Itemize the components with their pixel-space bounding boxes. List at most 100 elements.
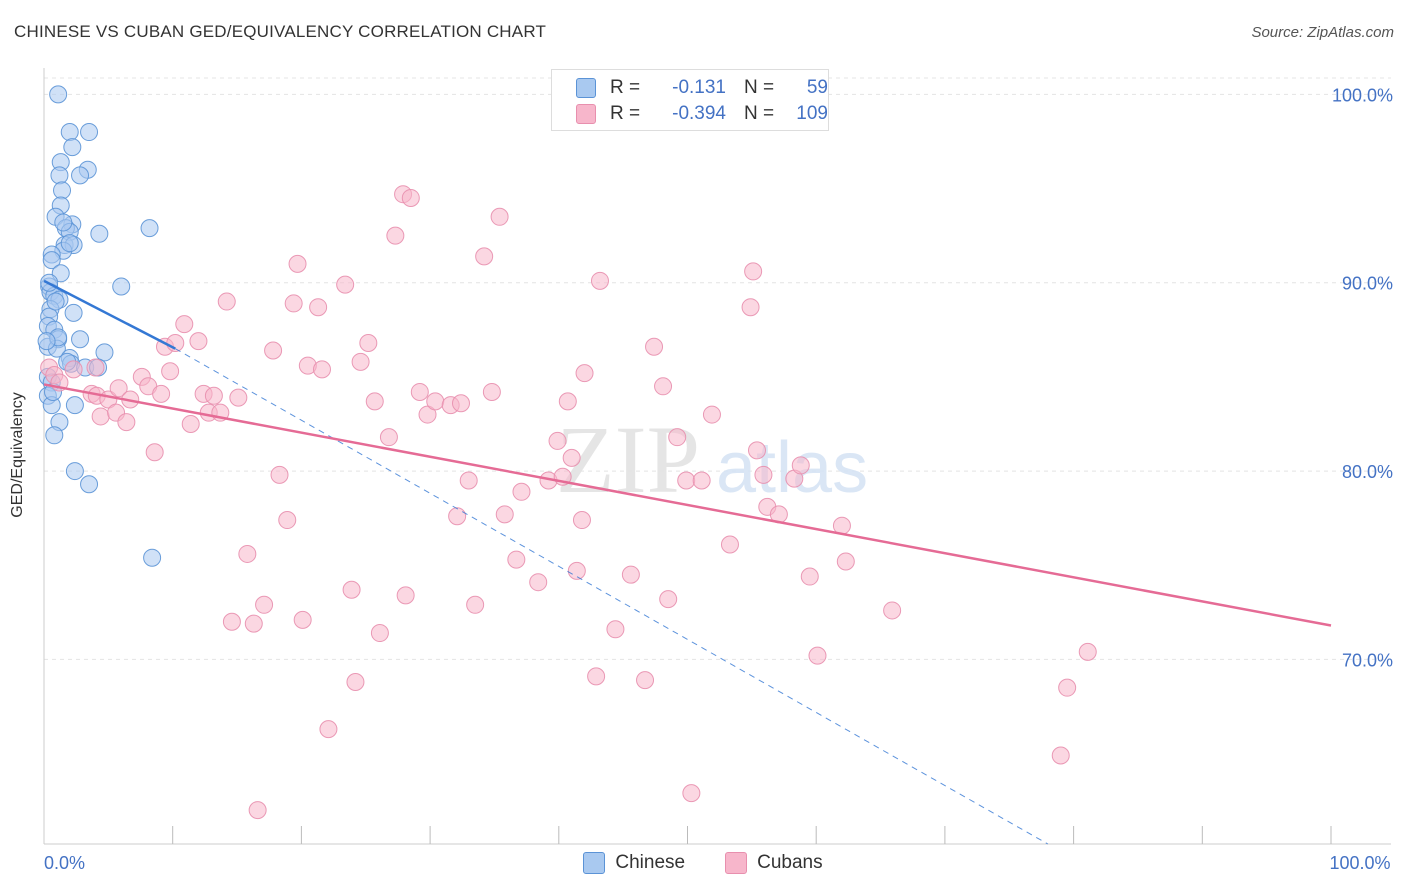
data-point [91,407,110,426]
legend-label-cubans: Cubans [757,852,823,873]
data-point [60,123,79,142]
cubans-trend-line [43,383,1332,627]
data-point [71,330,90,349]
series-chinese [37,85,162,567]
data-point [495,505,514,524]
data-point [80,123,99,142]
legend-n-value: 109 [796,103,828,124]
data-point [744,262,763,281]
data-point [140,219,159,238]
data-point [204,386,223,405]
legend-n-value: 59 [806,77,828,98]
data-point [64,303,83,322]
data-point [319,720,338,739]
data-point [161,362,180,381]
data-point [379,428,398,447]
data-point [351,352,370,371]
data-point [567,561,586,580]
data-point [754,465,773,484]
legend-n-label: N = [744,103,775,124]
data-points [37,85,1097,820]
data-point [426,392,445,411]
data-point [264,341,283,360]
data-point [270,465,289,484]
data-point [37,332,56,351]
data-point [401,188,420,207]
data-point [288,254,307,273]
data-point [45,426,64,445]
data-point [720,535,739,554]
chinese-trend-line [43,279,176,350]
legend-swatch-cubans [576,104,596,124]
data-point [418,405,437,424]
data-point [562,448,581,467]
data-point [747,441,766,460]
data-point [692,471,711,490]
data-point [448,507,467,526]
data-point [741,298,760,317]
legend-swatch-chinese [576,78,596,98]
data-point [702,405,721,424]
data-point [145,443,164,462]
data-point [53,181,72,200]
y-tick-label: 70.0% [1342,650,1393,670]
legend-label-chinese: Chinese [615,852,686,873]
data-point [309,298,328,317]
data-point [65,396,84,415]
data-point [54,213,73,232]
data-point [836,552,855,571]
x-tick-labels: 0.0% 100.0% [44,853,1391,873]
x-tick-label: 100.0% [1329,853,1390,873]
legend-n-label: N = [744,77,775,98]
data-point [659,590,678,609]
data-point [189,332,208,351]
data-point [1058,678,1077,697]
chart-title: CHINESE VS CUBAN GED/EQUIVALENCY CORRELA… [14,22,547,41]
x-tick-label: 0.0% [44,853,85,873]
data-point [459,471,478,490]
data-point [109,379,128,398]
data-point [293,610,312,629]
data-point [152,384,171,403]
data-point [490,207,509,226]
data-point [507,550,526,569]
data-point [175,315,194,334]
watermark-atlas: atlas [716,428,868,508]
data-point [359,333,378,352]
data-point [548,431,567,450]
data-point [682,784,701,803]
data-point [1051,746,1070,765]
data-point [386,226,405,245]
data-point [244,614,263,633]
source-label: Source: ZipAtlas.com [1251,24,1394,41]
legend-item-chinese: Chinese [583,852,685,874]
data-point [606,620,625,639]
data-point [654,377,673,396]
data-point [808,646,827,665]
data-point [284,294,303,313]
data-point [95,343,114,362]
data-point [342,580,361,599]
data-point [248,801,267,820]
data-point [49,85,68,104]
data-point [590,271,609,290]
legend-row-cubans: R = -0.394 N = 109 [576,102,828,126]
data-point [46,292,65,311]
data-point [336,275,355,294]
data-point [64,360,83,379]
data-point [370,624,389,643]
data-point [60,234,79,253]
data-point [645,337,664,356]
data-point [1078,642,1097,661]
data-point [466,595,485,614]
y-tick-label: 90.0% [1342,274,1393,294]
data-point [800,567,819,586]
data-point [63,138,82,157]
legend-r-value: -0.131 [672,77,726,98]
data-point [71,166,90,185]
data-point [475,247,494,266]
data-point [278,511,297,530]
axes [43,68,1391,845]
legend-r-label: R = [610,103,641,124]
